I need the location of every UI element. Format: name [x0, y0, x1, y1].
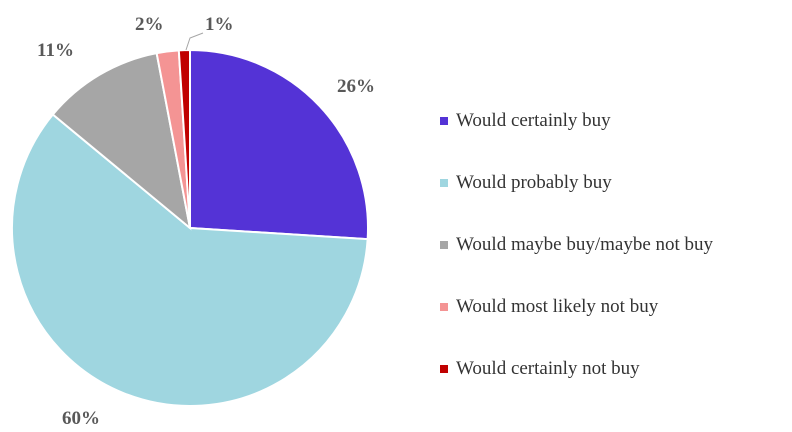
pct-label-certainly-not-buy: 1%: [205, 14, 234, 35]
legend-item-certainly-not-buy: Would certainly not buy: [440, 338, 713, 400]
legend-label-certainly-not-buy: Would certainly not buy: [456, 358, 640, 379]
pie-slices: [11, 48, 370, 407]
legend-label-most-likely-not-buy: Would most likely not buy: [456, 296, 659, 317]
pct-label-most-likely-not-buy: 2%: [135, 14, 164, 35]
pct-label-certainly-buy: 26%: [337, 76, 375, 97]
legend-label-probably-buy: Would probably buy: [456, 172, 612, 193]
legend-label-maybe-buy: Would maybe buy/maybe not buy: [456, 234, 714, 255]
pie-slice-certainly-buy: [189, 48, 370, 241]
legend-swatch-maybe-buy: [440, 241, 448, 249]
legend-swatch-most-likely-not-buy: [440, 303, 448, 311]
legend-swatch-probably-buy: [440, 179, 448, 187]
leader-lines: [185, 32, 204, 51]
legend-item-most-likely-not-buy: Would most likely not buy: [440, 276, 713, 338]
legend-item-maybe-buy: Would maybe buy/maybe not buy: [440, 214, 713, 276]
legend-item-probably-buy: Would probably buy: [440, 152, 713, 214]
legend-label-certainly-buy: Would certainly buy: [456, 110, 611, 131]
pie-slice-probably-buy: [11, 113, 369, 407]
legend-item-certainly-buy: Would certainly buy: [440, 90, 713, 152]
pie-slice-certainly-not-buy: [177, 48, 191, 229]
legend: Would certainly buy Would probably buy W…: [440, 90, 713, 400]
legend-swatch-certainly-buy: [440, 117, 448, 125]
legend-swatch-certainly-not-buy: [440, 365, 448, 373]
pie-slice-maybe-buy: [51, 51, 192, 231]
pct-label-maybe-buy: 11%: [37, 40, 74, 61]
pct-label-probably-buy: 60%: [62, 408, 100, 429]
leader-line-certainly-not-buy: [185, 32, 204, 51]
